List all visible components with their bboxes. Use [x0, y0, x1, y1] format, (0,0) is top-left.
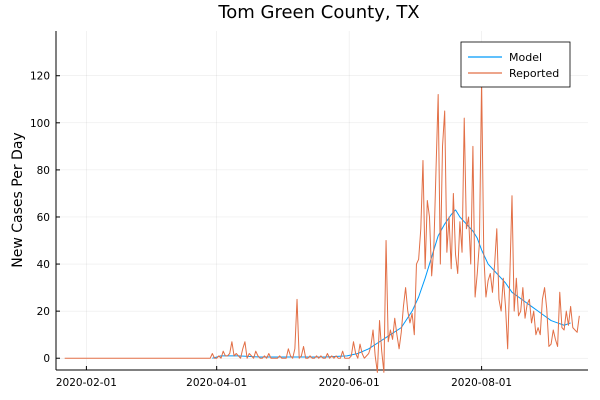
y-tick-label: 20: [37, 306, 50, 318]
y-tick-label: 100: [30, 118, 50, 130]
x-tick-label: 2020-06-01: [319, 377, 380, 389]
x-tick-label: 2020-08-01: [451, 377, 512, 389]
legend-box: [460, 41, 571, 88]
series-line-reported: [64, 79, 580, 373]
chart-title: Tom Green County, TX: [217, 2, 419, 23]
x-tick-label: 2020-04-01: [186, 377, 247, 389]
y-tick-label: 60: [37, 212, 50, 224]
x-ticks: 2020-02-01 2020-04-01 2020-06-01 2020-08-01: [56, 366, 512, 389]
series: [64, 79, 580, 373]
legend-label-reported: Reported: [509, 67, 559, 80]
x-tick-label: 2020-02-01: [56, 377, 117, 389]
legend-label-model: Model: [509, 51, 542, 64]
y-tick-label: 0: [43, 353, 50, 365]
axes: [55, 31, 588, 371]
legend: Model Reported: [460, 41, 571, 88]
y-tick-label: 40: [37, 259, 50, 271]
y-tick-label: 80: [37, 165, 50, 177]
y-ticks: 0 20 40 60 80 100 120: [30, 71, 60, 365]
y-axis-title: New Cases Per Day: [10, 132, 26, 267]
y-tick-label: 120: [30, 71, 50, 83]
